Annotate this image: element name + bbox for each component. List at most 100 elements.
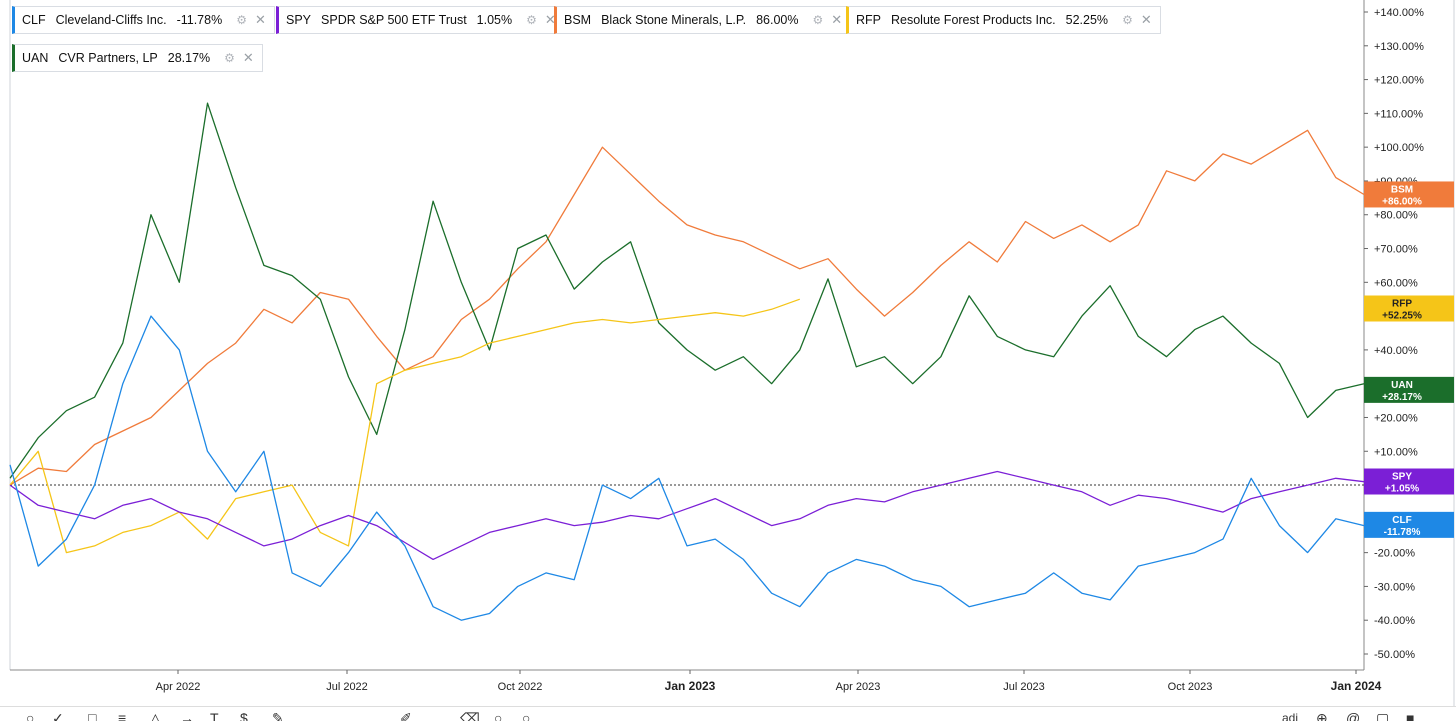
- value-badge-clf: CLF-11.78%: [1364, 511, 1454, 538]
- close-icon[interactable]: ✕: [242, 50, 254, 65]
- value-badge-value: +28.17%: [1382, 392, 1422, 403]
- close-icon[interactable]: ✕: [254, 12, 266, 27]
- settings-icon[interactable]: ⚙: [1122, 13, 1133, 27]
- y-tick-label: +140.00%: [1374, 7, 1424, 19]
- close-icon[interactable]: ✕: [544, 12, 556, 27]
- legend-item-bsm[interactable]: BSM Black Stone Minerals, L.P. 86.00% ⚙ …: [554, 6, 852, 34]
- legend-name: Cleveland-Cliffs Inc.: [55, 13, 167, 27]
- drawing-toolbar: ○ ✓ □ ≡ △ → T $ ✎ ✐ ⌫ ○ ○ adj ⊕ @ ▢ ■: [0, 706, 1456, 721]
- frame-icon[interactable]: ▢: [1376, 710, 1390, 721]
- value-badge-value: -11.78%: [1384, 527, 1421, 538]
- legend-item-rfp[interactable]: RFP Resolute Forest Products Inc. 52.25%…: [846, 6, 1161, 34]
- x-tick-label: Oct 2023: [1168, 681, 1213, 693]
- x-tick-label: Apr 2022: [156, 681, 201, 693]
- legend-symbol: UAN: [22, 51, 49, 65]
- y-tick-label: +130.00%: [1374, 41, 1424, 53]
- circle-tool-icon[interactable]: ○: [26, 710, 35, 721]
- value-badge-value: +52.25%: [1382, 311, 1422, 322]
- brush-tool-icon[interactable]: ✐: [400, 710, 412, 721]
- y-tick-label: -40.00%: [1374, 615, 1415, 627]
- legend-percent: 28.17%: [167, 51, 211, 65]
- settings-icon[interactable]: ⚙: [236, 13, 247, 27]
- legend-item-uan[interactable]: UAN CVR Partners, LP 28.17% ⚙ ✕: [12, 44, 263, 72]
- at-icon[interactable]: @: [1346, 710, 1361, 721]
- x-tick-label: Jan 2024: [1331, 679, 1382, 693]
- legend-percent: 1.05%: [476, 13, 513, 27]
- value-badge-uan: UAN+28.17%: [1364, 376, 1454, 403]
- check-tool-icon[interactable]: ✓: [52, 710, 64, 721]
- value-badge-value: +1.05%: [1385, 484, 1419, 495]
- trash-icon[interactable]: ⌫: [460, 710, 480, 721]
- legend-name: CVR Partners, LP: [58, 51, 158, 65]
- value-badge-bg: [1364, 511, 1454, 538]
- legend-name: SPDR S&P 500 ETF Trust: [321, 13, 467, 27]
- value-badge-symbol: CLF: [1392, 515, 1411, 526]
- y-tick-label: +40.00%: [1374, 345, 1418, 357]
- text-tool-icon[interactable]: T: [210, 710, 219, 721]
- x-axis-ticks: Apr 2022 Jul 2022 Oct 2022 Jan 2023 Apr 2023…: [156, 670, 1382, 693]
- y-tick-label: +110.00%: [1374, 108, 1423, 120]
- settings-icon[interactable]: ⚙: [224, 51, 235, 65]
- series-lines: [9, 102, 1365, 621]
- legend-percent: 86.00%: [756, 13, 799, 27]
- series-line-clf: [9, 315, 1365, 621]
- value-badge-bg: [1364, 181, 1454, 208]
- dollar-tool-icon[interactable]: $: [240, 710, 248, 721]
- y-tick-label: -30.00%: [1374, 581, 1415, 593]
- y-tick-label: +100.00%: [1374, 142, 1424, 154]
- y-tick-label: +20.00%: [1374, 412, 1418, 424]
- x-tick-label: Oct 2022: [498, 681, 543, 693]
- legend-percent: -11.78%: [176, 13, 223, 27]
- legend-name: Black Stone Minerals, L.P.: [601, 13, 747, 27]
- legend-name: Resolute Forest Products Inc.: [891, 13, 1056, 27]
- value-badge-bsm: BSM+86.00%: [1364, 181, 1454, 208]
- y-tick-label: -50.00%: [1374, 649, 1415, 661]
- lines-tool-icon[interactable]: ≡: [118, 710, 127, 721]
- legend-percent: 52.25%: [1065, 13, 1109, 27]
- value-badge-symbol: SPY: [1392, 472, 1412, 483]
- camera-icon[interactable]: ■: [1406, 710, 1415, 721]
- value-badge-symbol: RFP: [1392, 299, 1412, 310]
- x-tick-label: Jul 2022: [326, 681, 368, 693]
- zoom-out-icon[interactable]: ○: [522, 710, 531, 721]
- series-line-rfp: [9, 298, 801, 554]
- y-tick-label: +60.00%: [1374, 277, 1418, 289]
- series-line-spy: [9, 470, 1365, 561]
- value-badges: BSM+86.00% UAN+28.17% RFP+52.25% SPY+1.05% C…: [1364, 181, 1454, 538]
- legend-symbol: RFP: [856, 13, 881, 27]
- value-badge-value: +86.00%: [1382, 196, 1422, 207]
- y-tick-label: +70.00%: [1374, 244, 1418, 256]
- value-badge-spy: SPY+1.05%: [1364, 468, 1454, 495]
- y-tick-label: +80.00%: [1374, 210, 1418, 222]
- zoom-in-icon[interactable]: ○: [494, 710, 503, 721]
- pencil-tool-icon[interactable]: ✎: [272, 710, 284, 721]
- legend-item-clf[interactable]: CLF Cleveland-Cliffs Inc. -11.78% ⚙ ✕: [12, 6, 275, 34]
- legend-symbol: SPY: [286, 13, 312, 27]
- value-badge-rfp: RFP+52.25%: [1364, 295, 1454, 322]
- x-tick-label: Jul 2023: [1003, 681, 1045, 693]
- value-badge-bg: [1364, 295, 1454, 322]
- arrow-tool-icon[interactable]: →: [180, 710, 194, 721]
- legend-symbol: CLF: [22, 13, 46, 27]
- rectangle-tool-icon[interactable]: □: [88, 710, 97, 721]
- y-tick-label: +120.00%: [1374, 75, 1424, 87]
- x-tick-label: Jan 2023: [665, 679, 716, 693]
- value-badge-symbol: UAN: [1391, 380, 1413, 391]
- legend-item-spy[interactable]: SPY SPDR S&P 500 ETF Trust 1.05% ⚙ ✕: [276, 6, 565, 34]
- legend-symbol: BSM: [564, 13, 592, 27]
- value-badge-symbol: BSM: [1391, 184, 1413, 195]
- close-icon[interactable]: ✕: [831, 12, 843, 27]
- value-badge-bg: [1364, 468, 1454, 495]
- value-badge-bg: [1364, 376, 1454, 403]
- adjusted-toggle[interactable]: adj: [1282, 711, 1299, 721]
- series-line-bsm: [9, 129, 1365, 486]
- triangle-tool-icon[interactable]: △: [150, 710, 161, 721]
- y-tick-label: -20.00%: [1374, 548, 1415, 560]
- close-icon[interactable]: ✕: [1140, 12, 1152, 27]
- settings-icon[interactable]: ⚙: [526, 13, 537, 27]
- settings-icon[interactable]: ⚙: [812, 13, 824, 27]
- target-icon[interactable]: ⊕: [1316, 710, 1328, 721]
